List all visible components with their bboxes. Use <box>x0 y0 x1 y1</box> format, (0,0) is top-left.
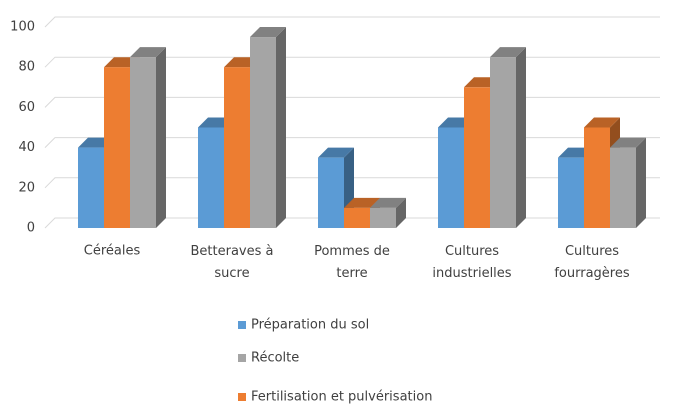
bar-front <box>344 207 370 228</box>
bar-top <box>370 197 406 208</box>
y-tick-label: 60 <box>18 100 35 115</box>
bar-top <box>584 117 620 128</box>
x-tick-label: Céréales <box>84 244 141 259</box>
bar <box>250 27 286 228</box>
bar-top <box>130 47 166 58</box>
bar-front <box>224 67 250 228</box>
legend-label: Fertilisation et pulvérisation <box>251 390 432 405</box>
grid-line <box>44 96 660 108</box>
bar-front <box>464 87 490 228</box>
bar-top <box>490 47 526 58</box>
legend-swatch <box>238 354 246 362</box>
x-tick-label: Cultures fourragères <box>554 244 630 281</box>
legend-swatch <box>238 393 246 401</box>
bar-top <box>344 197 380 208</box>
y-tick-label: 0 <box>27 221 35 236</box>
y-tick-label: 20 <box>18 180 35 195</box>
bar-front <box>584 127 610 228</box>
y-tick-label: 100 <box>10 20 35 35</box>
bar-side <box>156 47 166 229</box>
bar-front <box>318 157 344 228</box>
bar-side <box>636 137 646 228</box>
bar-front <box>104 67 130 228</box>
legend-label: Récolte <box>251 351 299 366</box>
bar <box>130 47 166 229</box>
bar-side <box>276 27 286 228</box>
x-tick-label: Betteraves à sucre <box>191 244 274 281</box>
bar-front <box>370 207 396 228</box>
x-tick-label: Pommes de terre <box>314 244 390 281</box>
y-tick-label: 40 <box>18 140 35 155</box>
grid-line <box>44 16 660 28</box>
bar <box>370 197 406 228</box>
bar-front <box>78 147 104 228</box>
bar-front <box>558 157 584 228</box>
bar-top <box>250 27 286 38</box>
grid-line <box>44 56 660 68</box>
bar-front <box>490 57 516 229</box>
y-tick-label: 80 <box>18 60 35 75</box>
x-tick-label: Cultures industrielles <box>432 244 511 281</box>
bar-front <box>198 127 224 228</box>
bar-front <box>250 37 276 228</box>
bar-side <box>396 197 406 228</box>
legend-swatch <box>238 321 246 329</box>
bar <box>490 47 526 229</box>
legend-label: Préparation du sol <box>251 318 369 333</box>
bar-front <box>610 147 636 228</box>
bar-front <box>438 127 464 228</box>
bar-top <box>610 137 646 148</box>
bar-front <box>130 57 156 229</box>
bar <box>610 137 646 228</box>
bar-top <box>318 147 354 158</box>
bar-side <box>516 47 526 229</box>
